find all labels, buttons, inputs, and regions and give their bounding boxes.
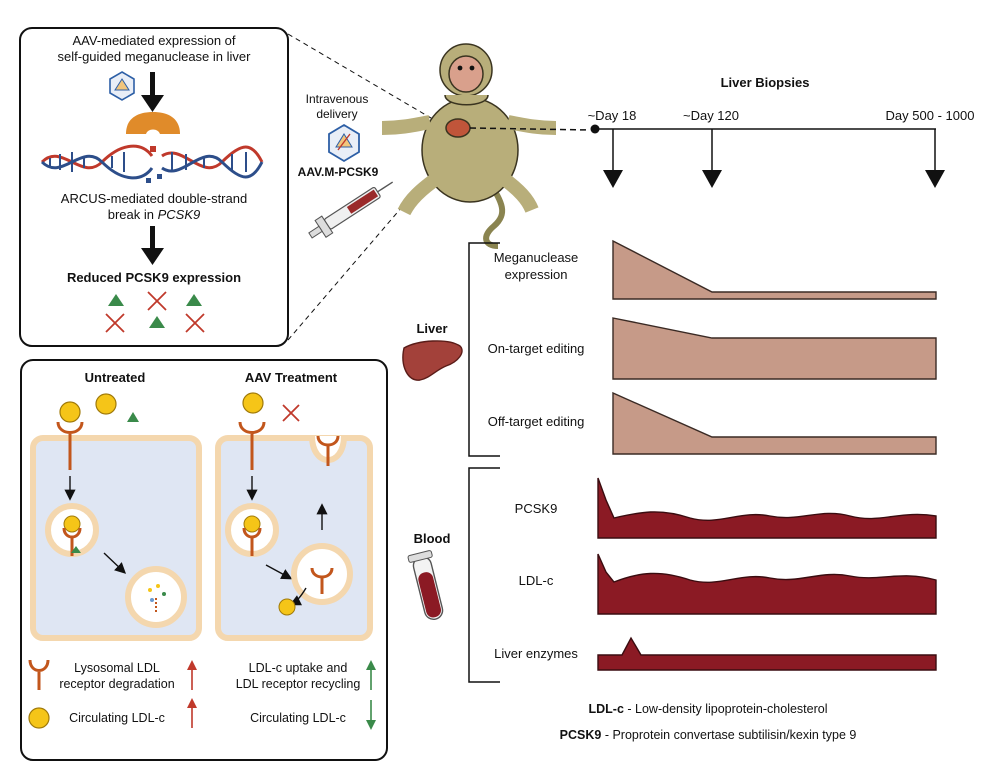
legend-label: LDL-c uptake and <box>249 661 348 675</box>
pcsk9-area <box>597 477 937 539</box>
cross-icon <box>185 313 205 333</box>
cell-panel: Untreated AAV Treatment <box>20 359 388 761</box>
legend-ldl-icon <box>28 707 50 729</box>
syringe-icon <box>308 181 394 239</box>
meganuclease-icon <box>126 112 180 134</box>
legend-receptor-icon <box>28 659 50 690</box>
liver-enzymes-area <box>597 636 937 671</box>
down-arrow-icon <box>366 700 376 730</box>
off-target-area <box>612 391 937 455</box>
ldl-receptor-icon <box>242 527 262 556</box>
ldlc-area <box>597 553 937 615</box>
biopsy-arrow-icon <box>925 129 945 188</box>
delivery-block: Intravenous delivery AAV.M-PCSK9 <box>298 92 394 239</box>
timeline-title: Liver Biopsies <box>721 75 810 90</box>
section-label-blood: Blood <box>414 531 451 546</box>
meganuclease-area <box>612 239 937 300</box>
ldl-particle-icon <box>278 598 296 616</box>
measure-label: Off-target editing <box>488 414 585 429</box>
liver-icon <box>402 340 463 381</box>
up-arrow-icon <box>187 698 197 728</box>
endosome-icon <box>291 543 353 605</box>
cross-icon <box>105 313 125 333</box>
ldl-receptor-icon <box>238 421 266 470</box>
up-arrow-icon <box>366 660 376 690</box>
footnote-pcsk9: PCSK9 - Proprotein convertase subtilisin… <box>560 728 857 742</box>
pcsk9-triangle-icon <box>127 412 139 422</box>
vector-name: AAV.M-PCSK9 <box>298 165 379 179</box>
pathway-arrow <box>103 552 127 574</box>
timepoint-label: Day 500 - 1000 <box>886 108 975 123</box>
ldl-particle-icon <box>63 515 81 533</box>
break-line-2: break in PCSK9 <box>108 207 201 222</box>
down-arrow-icon <box>141 226 164 265</box>
ldl-receptor-icon <box>310 567 334 594</box>
delivery-line-2: delivery <box>316 107 357 121</box>
ldl-particle-icon <box>243 515 261 533</box>
mechanism-line-2: self-guided meganuclease in liver <box>58 49 252 64</box>
measure-label: Liver enzymes <box>494 646 578 661</box>
pathway-arrow <box>265 564 293 580</box>
timepoint-label: ~Day 18 <box>588 108 637 123</box>
footnote-ldlc: LDL-c - Low-density lipoprotein-choleste… <box>589 702 828 716</box>
ldl-particle-icon <box>59 401 81 423</box>
mechanism-panel: AAV-mediated expression of self-guided m… <box>19 27 289 347</box>
biopsy-arrow-icon <box>702 129 722 188</box>
measure-label: LDL-c <box>519 573 554 588</box>
timepoint-label: ~Day 120 <box>683 108 739 123</box>
up-arrow-icon <box>187 660 197 690</box>
untreated-title: Untreated <box>85 370 146 385</box>
biopsy-arrow-icon <box>603 129 623 188</box>
down-arrow-icon <box>141 72 164 112</box>
lysosome-icon <box>125 566 187 628</box>
ldl-particle-icon <box>95 393 117 415</box>
result-text: Reduced PCSK9 expression <box>67 270 241 285</box>
mechanism-line-1: AAV-mediated expression of <box>72 33 235 48</box>
measure-label: PCSK9 <box>515 501 558 516</box>
pcsk9-triangle-icon <box>71 546 81 553</box>
aav-capsid-icon <box>109 71 135 101</box>
biopsy-timeline: Liver Biopsies ~Day 18 ~Day 120 Day 500 … <box>588 75 975 188</box>
monkey-illustration <box>381 43 557 249</box>
break-line-1: ARCUS-mediated double-strand <box>61 191 247 206</box>
blood-section: Blood PCSK9 LDL-c Liver enzymes <box>407 467 937 683</box>
liver-section: Liver Meganuclease expression On-target … <box>402 239 937 457</box>
liver-bracket <box>468 242 500 457</box>
section-label-liver: Liver <box>416 321 447 336</box>
pcsk9-triangle-icon <box>108 294 124 306</box>
legend-label: LDL receptor recycling <box>236 677 361 691</box>
legend-label: Lysosomal LDL <box>74 661 160 675</box>
dna-helix-icon <box>40 144 264 183</box>
cross-icon <box>147 291 167 311</box>
measure-label: expression <box>505 267 568 282</box>
pcsk9-triangle-icon <box>186 294 202 306</box>
cross-icon <box>282 404 300 422</box>
ldl-particle-icon <box>242 392 264 414</box>
timeline-start-dot <box>590 124 600 134</box>
on-target-area <box>612 317 937 380</box>
zoom-connector-lines <box>287 33 449 341</box>
legend-label: Circulating LDL-c <box>250 711 346 725</box>
aav-capsid-icon <box>328 123 360 163</box>
blood-tube-icon <box>407 550 444 621</box>
pcsk9-triangle-icon <box>149 316 165 328</box>
blood-bracket <box>468 467 500 683</box>
measure-label: Meganuclease <box>494 250 579 265</box>
delivery-line-1: Intravenous <box>306 92 369 106</box>
ldl-receptor-icon <box>56 421 84 470</box>
ldl-receptor-icon <box>316 435 340 466</box>
legend-label: receptor degradation <box>59 677 174 691</box>
treated-title: AAV Treatment <box>245 370 338 385</box>
degraded-fragments-icon <box>148 584 166 612</box>
liver-pointer-line <box>469 127 591 131</box>
measure-label: On-target editing <box>488 341 585 356</box>
mechanism-panel-frame <box>19 27 289 347</box>
legend-label: Circulating LDL-c <box>69 711 165 725</box>
